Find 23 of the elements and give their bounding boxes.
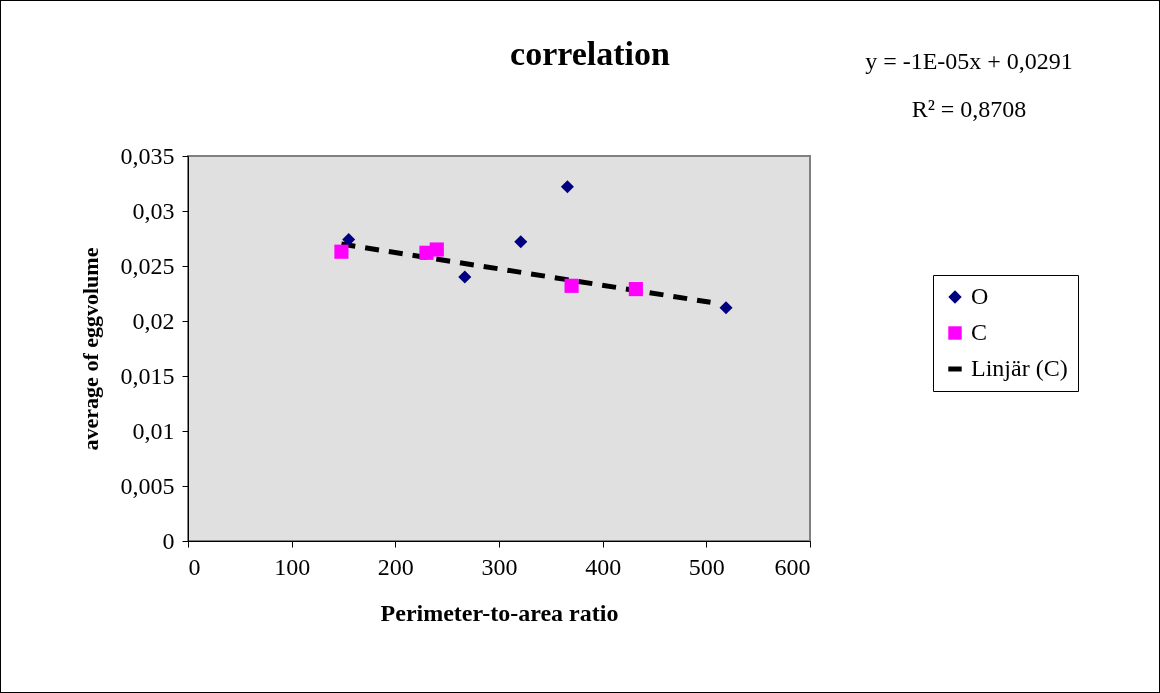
- y-tick-label: 0,01: [132, 417, 175, 444]
- y-tick-label: 0,035: [120, 142, 175, 169]
- y-tick-label: 0,025: [120, 252, 175, 279]
- legend-label: O: [971, 283, 989, 309]
- x-tick-label: 500: [688, 553, 725, 580]
- y-tick-label: 0,02: [132, 307, 175, 334]
- y-axis-title: average of eggvolume: [77, 247, 103, 451]
- x-tick-label: 300: [481, 553, 518, 580]
- text: y = -1E-05x + 0,0291: [865, 48, 1073, 74]
- x-tick-label: 400: [585, 553, 622, 580]
- chart-title: correlation: [510, 35, 671, 72]
- x-tick-label: 600: [774, 553, 811, 580]
- x-axis-title: Perimeter-to-area ratio: [380, 599, 619, 626]
- x-tick-label: 200: [377, 553, 414, 580]
- x-tick-label: 0: [188, 553, 201, 580]
- y-tick-label: 0,015: [120, 362, 175, 389]
- x-tick-label: 100: [274, 553, 311, 580]
- y-tick-label: 0: [162, 527, 175, 554]
- legend-label: C: [971, 319, 988, 345]
- y-tick-label: 0,03: [132, 197, 175, 224]
- text: R² = 0,8708: [911, 96, 1027, 122]
- y-tick-label: 0,005: [120, 472, 175, 499]
- legend-label: Linjär (C): [971, 355, 1068, 381]
